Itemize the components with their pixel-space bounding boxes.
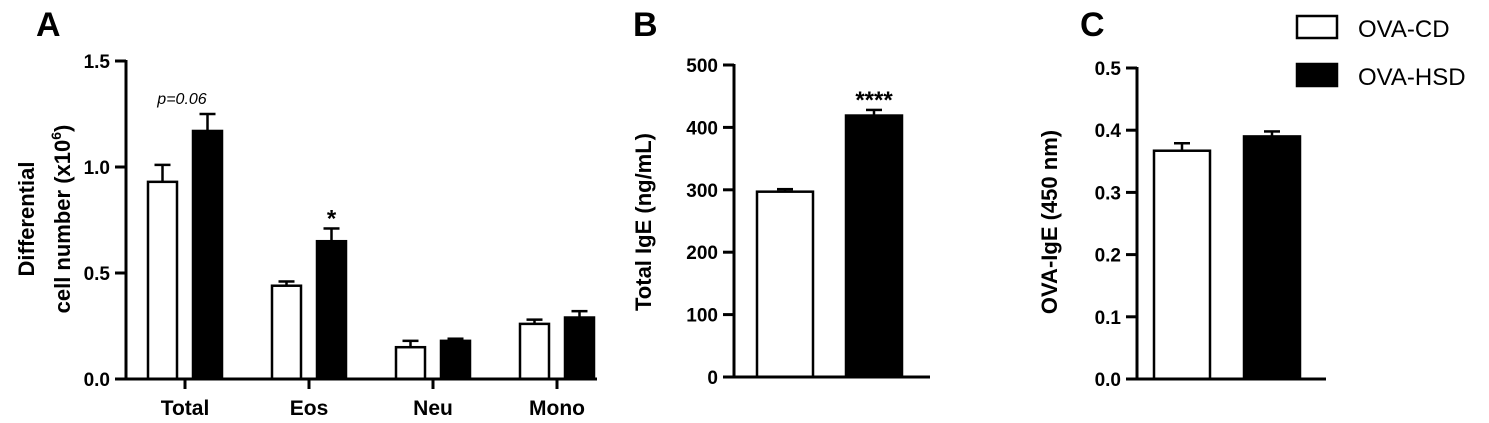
panel-label-c: C bbox=[1080, 6, 1105, 44]
panel-a-significance-annotation: * bbox=[327, 205, 337, 232]
panel-a-ylabel-line2: cell number (x106) bbox=[48, 125, 75, 314]
panel-a-category-label: Eos bbox=[290, 397, 329, 420]
panel-a-bar-ova-hsd bbox=[563, 316, 596, 381]
panel-a-ytick-label: 1.0 bbox=[84, 158, 110, 179]
panel-b-bar-ova-cd bbox=[755, 190, 815, 379]
panel-a-ylabel-line1: Differential bbox=[14, 162, 39, 277]
panel-b-chart: 0 100 200 300 400 500 **** bbox=[686, 56, 930, 389]
panel-b-significance-annotation: **** bbox=[855, 87, 893, 114]
panel-a-category-label: Total bbox=[161, 397, 210, 420]
panel-a-ylabel-close: ) bbox=[50, 125, 75, 132]
panel-a-ylabel-sup: 6 bbox=[48, 132, 64, 140]
legend-swatch-ova-cd bbox=[1295, 14, 1339, 40]
panel-a-significance-annotation: p=0.06 bbox=[156, 91, 206, 108]
panel-a-bar-ova-cd bbox=[518, 322, 551, 381]
panel-label-a: A bbox=[36, 6, 61, 44]
panel-a-ylabel: Differential cell number (x106) bbox=[14, 125, 75, 314]
legend-label-ova-cd: OVA-CD bbox=[1358, 16, 1450, 43]
panel-a-bar-ova-hsd bbox=[191, 129, 224, 381]
legend-label-ova-hsd: OVA-HSD bbox=[1358, 64, 1466, 91]
panel-a-bar-ova-hsd bbox=[439, 339, 472, 381]
panel-a-ytick-label: 0.0 bbox=[84, 370, 110, 391]
panel-c-ytick-label: 0.3 bbox=[1095, 183, 1121, 204]
panel-b-ytick-label: 0 bbox=[707, 368, 718, 389]
panel-b-ytick-label: 200 bbox=[686, 243, 718, 264]
panel-a-bar-ova-hsd bbox=[315, 239, 348, 381]
panel-a-category-label: Mono bbox=[529, 397, 585, 420]
panel-a-chart: 0.0 0.5 1.0 1.5 Total Eos Neu Mono p=0.06 * bbox=[84, 52, 597, 420]
panel-c-ytick-label: 0.4 bbox=[1095, 121, 1122, 142]
panel-c-ylabel: OVA-IgE (450 nm) bbox=[1037, 130, 1062, 314]
panel-a-category-label: Neu bbox=[413, 397, 453, 420]
panel-c-ytick-label: 0.0 bbox=[1095, 370, 1121, 391]
legend-swatch-ova-hsd bbox=[1295, 62, 1339, 88]
panel-label-b: B bbox=[633, 6, 658, 44]
panel-b-ylabel: Total IgE (ng/mL) bbox=[631, 133, 656, 311]
panel-b-ytick-label: 100 bbox=[686, 306, 718, 327]
panel-a-bar-ova-cd bbox=[146, 180, 179, 381]
panel-b-ytick-label: 400 bbox=[686, 118, 718, 139]
panel-b-ytick-label: 500 bbox=[686, 56, 718, 77]
panel-c-ytick-label: 0.1 bbox=[1095, 308, 1122, 329]
panel-c-ytick-label: 0.2 bbox=[1095, 246, 1121, 267]
panel-b-bar-ova-hsd bbox=[844, 114, 904, 379]
panel-c-chart: 0.0 0.1 0.2 0.3 0.4 0.5 bbox=[1095, 59, 1326, 391]
legend: OVA-CD OVA-HSD bbox=[1295, 14, 1466, 91]
panel-a-ytick-label: 0.5 bbox=[84, 264, 111, 285]
panel-a-ytick-label: 1.5 bbox=[84, 52, 111, 73]
panel-a-ylabel-main: cell number (x10 bbox=[50, 140, 75, 314]
panel-c-bar-ova-hsd bbox=[1242, 135, 1302, 381]
panel-c-bar-ova-cd bbox=[1152, 149, 1212, 381]
panel-a-bar-ova-cd bbox=[270, 284, 303, 381]
panel-a-bar-ova-cd bbox=[394, 345, 427, 381]
panel-b-ytick-label: 300 bbox=[686, 181, 718, 202]
panel-c-ytick-label: 0.5 bbox=[1095, 59, 1122, 80]
